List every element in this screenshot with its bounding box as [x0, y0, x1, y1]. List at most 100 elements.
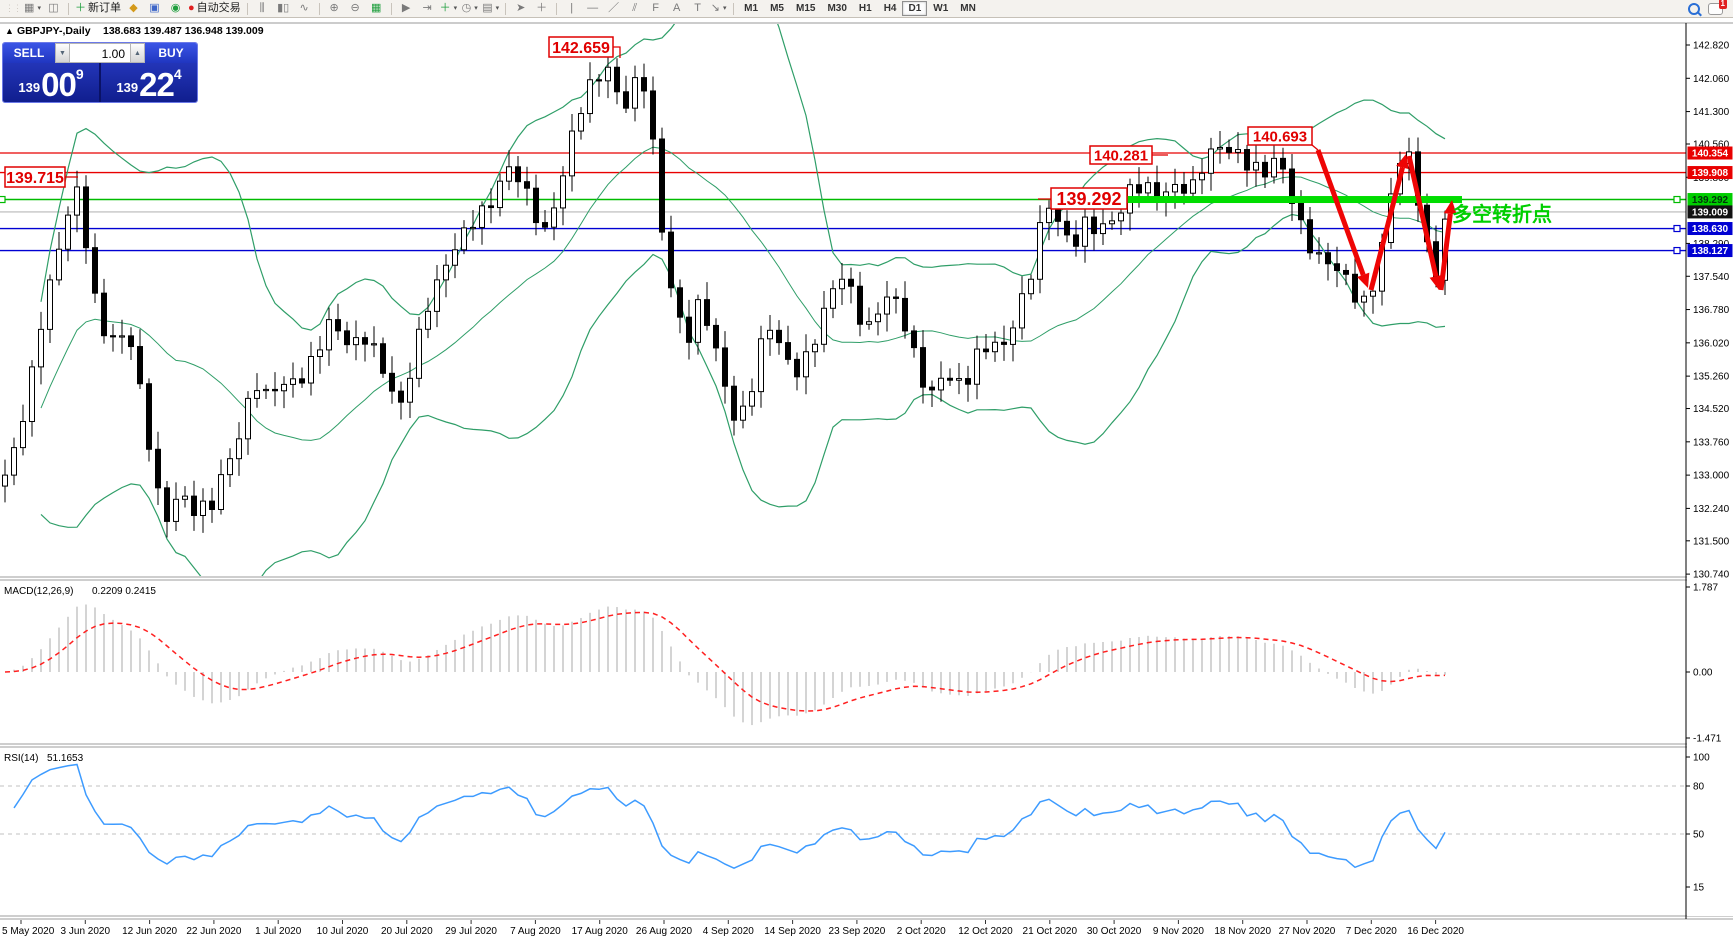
line-handle[interactable]	[0, 195, 6, 204]
candle-body	[92, 247, 98, 294]
timeframe-button-M15[interactable]: M15	[795, 3, 816, 14]
candle-body	[686, 316, 692, 343]
price-badge-139.292: 139.292	[1687, 193, 1733, 207]
volume-increase-button[interactable]: ▲	[130, 43, 145, 63]
search-icon[interactable]	[1688, 2, 1700, 15]
buy-price[interactable]: 139 22 4	[101, 63, 197, 102]
candle-body	[947, 377, 953, 381]
candle-body	[1028, 278, 1034, 295]
price-annotation-142.659[interactable]: 142.659	[548, 36, 621, 58]
timeframe-button-MN[interactable]: MN	[960, 3, 976, 14]
price-annotation-139.715[interactable]: 139.715	[4, 166, 78, 188]
crosshair-tool-button[interactable]: ＋	[536, 2, 548, 14]
candle-body	[659, 138, 665, 233]
buy-button[interactable]: BUY	[145, 43, 197, 63]
timeframe-button-M30[interactable]: M30	[827, 3, 847, 14]
candle-body	[650, 90, 656, 140]
forecast-arrows[interactable]	[1315, 149, 1457, 291]
timeframe-button-M1[interactable]: M1	[744, 3, 759, 14]
x-axis-date-label: 9 Nov 2020	[1153, 926, 1205, 937]
candle-body	[866, 321, 872, 325]
terminal-icon[interactable]: ▣	[149, 2, 160, 14]
tile-windows-button[interactable]: ▦	[370, 2, 382, 14]
arrow-head-icon	[1357, 272, 1370, 288]
toolbar-separator	[505, 2, 507, 15]
candle-body	[353, 337, 359, 346]
cursor-tool-button[interactable]: ➤	[516, 2, 526, 14]
channel-tool-button[interactable]: ⫽	[632, 2, 638, 14]
candle-body	[956, 378, 962, 381]
line-handle[interactable]	[1673, 246, 1681, 255]
horizontal-line-tool-button[interactable]: —	[587, 2, 599, 14]
candle-body	[1235, 149, 1241, 153]
templates-button[interactable]: ▤ ▾	[482, 2, 500, 14]
y-axis-tick-label: 141.300	[1693, 107, 1730, 118]
candle-body	[245, 397, 251, 440]
timeframe-button-W1[interactable]: W1	[933, 3, 949, 14]
periods-button[interactable]: ◷ ▾	[461, 2, 478, 14]
candle-body	[785, 342, 791, 360]
timeframe-button-H4[interactable]: H4	[883, 3, 897, 14]
candle-body	[884, 296, 890, 315]
turning-point-note[interactable]: 多空转折点	[1452, 202, 1552, 226]
indicators-button[interactable]: ＋ ▾	[439, 2, 458, 14]
text-label-tool-button[interactable]: T	[694, 2, 702, 14]
signals-icon[interactable]: ◉	[170, 2, 181, 14]
line-handle[interactable]	[1673, 195, 1681, 204]
candle-body	[704, 299, 710, 326]
support-zone-band[interactable]	[1127, 196, 1462, 204]
candle-body	[137, 346, 143, 385]
one-click-trade-panel: SELL ▼ 1.00 ▲ BUY 139 00 9 139 22 4	[2, 42, 198, 103]
toolbar: ⋮⋮ ▦ ▾ ◫ ＋ 新订单 ◆ ▣ ◉ ● 自动交易 ⫼ ▮▯ ∿ ⊕ ⊖ ▦ …	[0, 0, 1733, 18]
price-annotation-140.281[interactable]: 140.281	[1089, 145, 1168, 165]
candle-body	[1307, 219, 1313, 254]
price-annotation-140.693[interactable]: 140.693	[1247, 126, 1319, 151]
main-plot	[2, 24, 1448, 576]
line-chart-button[interactable]: ∿	[299, 2, 309, 14]
notifications-icon[interactable]: 1	[1708, 0, 1727, 15]
new-chart-button[interactable]: ▦ ▾	[24, 2, 41, 14]
candle-body	[1037, 222, 1043, 280]
sell-button[interactable]: SELL	[3, 43, 55, 63]
volume-input[interactable]: 1.00	[70, 43, 130, 63]
zoom-in-button[interactable]: ⊕	[329, 2, 339, 14]
x-axis-date-label: 5 May 2020	[2, 926, 55, 937]
sell-price[interactable]: 139 00 9	[3, 63, 101, 102]
symbol-title: GBPJPY-,Daily	[17, 25, 91, 37]
candle-body	[641, 77, 647, 92]
x-axis-date-label: 29 Jul 2020	[445, 926, 497, 937]
chart-shift-button[interactable]: ⇥	[422, 2, 432, 14]
new-order-button[interactable]: ＋ 新订单	[75, 2, 121, 14]
candlestick-chart-button[interactable]: ▮▯	[277, 2, 290, 14]
price-annotation-139.292[interactable]: 139.292	[1038, 187, 1128, 210]
chart-profiles-button[interactable]: ◫	[48, 2, 59, 14]
svg-text:139.292: 139.292	[1056, 189, 1121, 209]
market-watch-icon[interactable]: ◆	[129, 2, 138, 14]
fibonacci-tool-button[interactable]: F	[652, 2, 660, 14]
candle-body	[335, 319, 341, 332]
candle-body	[569, 130, 575, 177]
rsi-axis-label: 80	[1693, 782, 1705, 793]
zoom-out-button[interactable]: ⊖	[350, 2, 360, 14]
arrow-tools-button[interactable]: ↘ ▾	[710, 2, 727, 14]
volume-control: ▼ 1.00 ▲	[55, 43, 145, 63]
candle-body	[848, 278, 854, 287]
autotrading-button[interactable]: ● 自动交易	[188, 2, 241, 14]
timeframe-button-M5[interactable]: M5	[770, 3, 784, 14]
x-axis-date-label: 23 Sep 2020	[829, 926, 886, 937]
bar-chart-button[interactable]: ⫼	[259, 2, 265, 14]
timeframe-button-H1[interactable]: H1	[858, 3, 872, 14]
x-axis-date-label: 1 Jul 2020	[255, 926, 302, 937]
macd-indicator-label: MACD(12,26,9)	[4, 586, 73, 597]
text-tool-button[interactable]: A	[673, 2, 681, 14]
trendline-tool-button[interactable]: ／	[608, 2, 620, 14]
candle-body	[1046, 207, 1052, 224]
timeframe-button-D1[interactable]: D1	[902, 1, 928, 16]
line-handle[interactable]	[1673, 224, 1681, 233]
x-axis-date-label: 22 Jun 2020	[186, 926, 241, 937]
chart-background[interactable]	[0, 18, 1733, 942]
auto-scroll-button[interactable]: ▶	[401, 2, 411, 14]
vertical-line-tool-button[interactable]: |	[570, 2, 574, 14]
volume-decrease-button[interactable]: ▼	[55, 43, 70, 63]
